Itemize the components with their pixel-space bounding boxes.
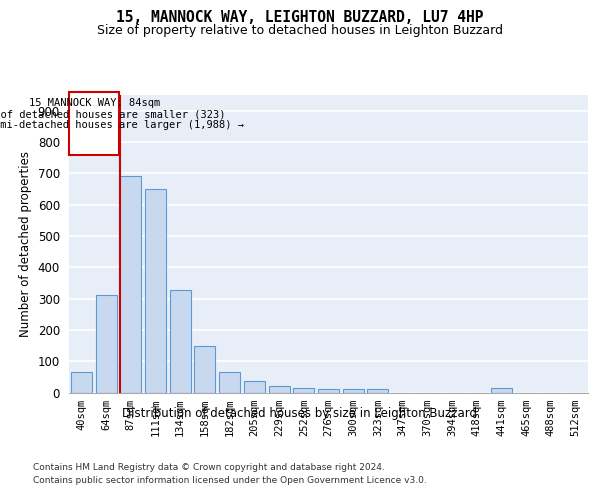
Bar — [244, 381, 265, 392]
Text: ← 14% of detached houses are smaller (323): ← 14% of detached houses are smaller (32… — [0, 109, 226, 119]
Bar — [343, 389, 364, 392]
Text: Contains HM Land Registry data © Crown copyright and database right 2024.: Contains HM Land Registry data © Crown c… — [33, 462, 385, 471]
Bar — [269, 386, 290, 392]
Text: Size of property relative to detached houses in Leighton Buzzard: Size of property relative to detached ho… — [97, 24, 503, 37]
Text: 15, MANNOCK WAY, LEIGHTON BUZZARD, LU7 4HP: 15, MANNOCK WAY, LEIGHTON BUZZARD, LU7 4… — [116, 10, 484, 25]
Bar — [120, 176, 141, 392]
Text: 15 MANNOCK WAY: 84sqm: 15 MANNOCK WAY: 84sqm — [29, 98, 160, 108]
Text: Contains public sector information licensed under the Open Government Licence v3: Contains public sector information licen… — [33, 476, 427, 485]
Bar — [318, 389, 339, 392]
Bar — [145, 189, 166, 392]
Text: Distribution of detached houses by size in Leighton Buzzard: Distribution of detached houses by size … — [122, 408, 478, 420]
Bar — [367, 390, 388, 392]
Bar — [95, 296, 116, 392]
Bar — [71, 372, 92, 392]
Bar — [491, 388, 512, 392]
Text: 86% of semi-detached houses are larger (1,988) →: 86% of semi-detached houses are larger (… — [0, 120, 244, 130]
Y-axis label: Number of detached properties: Number of detached properties — [19, 151, 32, 337]
Bar — [69, 92, 119, 154]
Bar — [194, 346, 215, 393]
Bar — [293, 388, 314, 392]
Bar — [170, 290, 191, 392]
Bar — [219, 372, 240, 392]
